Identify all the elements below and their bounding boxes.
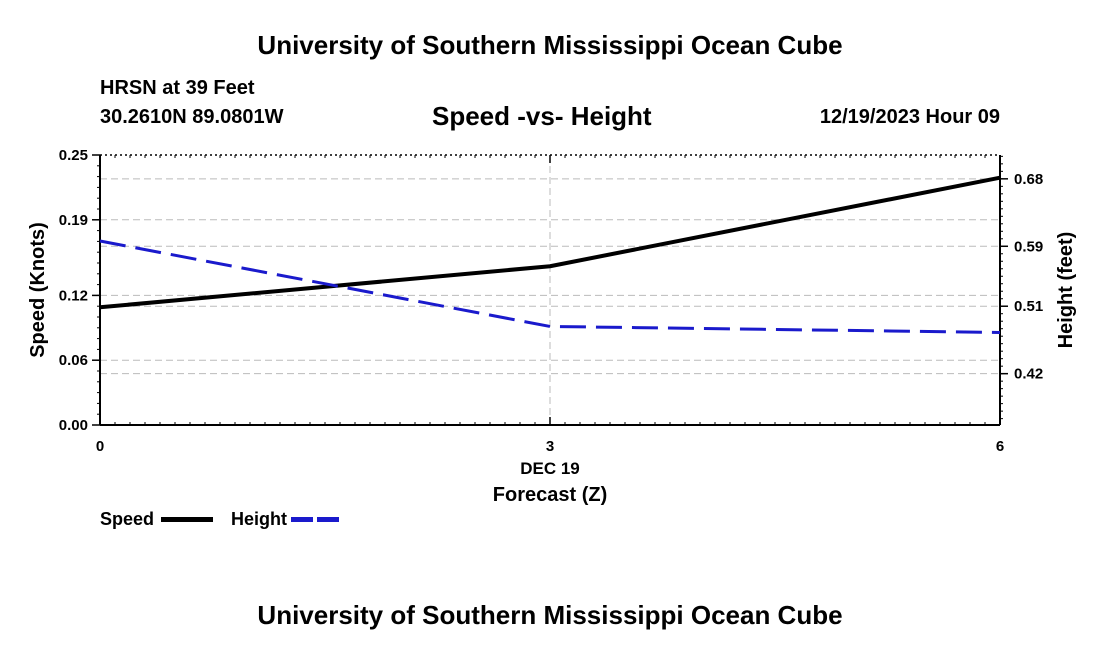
series-line-speed (99, 175, 1001, 310)
footer-title: University of Southern Mississippi Ocean… (257, 600, 843, 630)
legend-speed-swatch (161, 517, 213, 522)
chart-title: Speed -vs- Height (432, 101, 652, 131)
y-right-tick-label: 0.51 (1014, 298, 1043, 315)
datetime-label: 12/19/2023 Hour 09 (819, 106, 1000, 128)
location-label: 30.2610N 89.0801W (100, 106, 284, 128)
x-tick-label: 0 (96, 438, 104, 455)
y-right-tick-label: 0.59 (1014, 238, 1043, 255)
legend-speed-label: Speed (100, 509, 155, 529)
ticks: 0.00 0.06 0.12 0.19 0.25 0.42 0.51 0.59 0.68 0 3 6 (59, 147, 1043, 455)
grid (100, 155, 1000, 425)
series (99, 175, 1001, 334)
series-line-height (99, 239, 1001, 334)
y-right-tick-label: 0.68 (1014, 171, 1043, 188)
y-right-tick-label: 0.42 (1014, 366, 1043, 383)
legend-height-swatch (291, 517, 343, 522)
x-tick-label: 3 (546, 438, 554, 455)
legend-height-label: Height (231, 509, 287, 529)
x-tick-label: 6 (996, 438, 1004, 455)
y-left-tick-label: 0.12 (59, 287, 88, 304)
y-axis-left-label: Speed (Knots) (27, 222, 49, 358)
station-label: HRSN at 39 Feet (100, 77, 255, 99)
x-date-label: DEC 19 (520, 459, 580, 478)
y-left-tick-label: 0.06 (59, 352, 88, 369)
page-title: University of Southern Mississippi Ocean… (257, 30, 843, 60)
y-left-tick-label: 0.19 (59, 212, 88, 229)
x-axis-label: Forecast (Z) (493, 484, 607, 506)
y-left-tick-label: 0.00 (59, 417, 88, 434)
y-left-tick-label: 0.25 (59, 147, 88, 164)
y-axis-right-label: Height (feet) (1055, 232, 1077, 349)
axis-labels: DEC 19 Forecast (Z) Speed (Knots) Height… (27, 222, 1077, 506)
